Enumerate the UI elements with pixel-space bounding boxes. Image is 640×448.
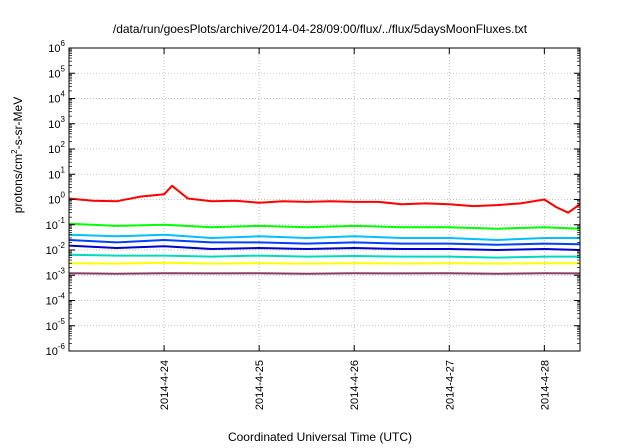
- series-line-4: [68, 239, 581, 246]
- y-tick-label: 105: [48, 64, 65, 80]
- series-line-2: [68, 222, 581, 230]
- grid: [69, 48, 580, 351]
- y-tick-label: 106: [48, 39, 65, 55]
- x-tick-label: 2014-4-25: [254, 360, 266, 410]
- series-line-5: [68, 244, 581, 251]
- series-lines: [68, 184, 581, 275]
- x-axis-label: Coordinated Universal Time (UTC): [227, 430, 413, 444]
- y-tick-label: 100: [48, 191, 65, 207]
- y-tick-label: 104: [48, 90, 65, 106]
- x-tick-label: 2014-4-26: [349, 360, 361, 410]
- y-tick-label: 10-3: [46, 266, 66, 282]
- y-tick-label: 10-4: [46, 292, 66, 308]
- y-axis-label-text: protons/cm2-s-sr-MeV: [10, 96, 25, 214]
- plot-frame: [68, 47, 581, 352]
- series-line-1: [68, 184, 581, 214]
- y-tick-label: 10-1: [46, 216, 66, 232]
- y-tick-label: 10-5: [46, 317, 66, 333]
- y-tick-label: 101: [48, 165, 65, 181]
- series-line-6: [68, 253, 580, 259]
- y-tick-label: 103: [48, 115, 65, 131]
- y-tick-label: 102: [48, 140, 65, 156]
- x-tick-label: 2014-4-28: [539, 360, 551, 410]
- x-tick-labels: 2014-4-24 2014-4-25 2014-4-26 2014-4-27 2014…: [159, 360, 551, 410]
- y-tick-label: 10-2: [46, 241, 66, 257]
- series-line-7: [68, 261, 580, 265]
- series-line-3: [68, 233, 580, 241]
- x-tick-label: 2014-4-27: [444, 360, 456, 410]
- y-tick-label: 10-6: [46, 342, 66, 358]
- chart-title: /data/run/goesPlots/archive/2014-04-28/0…: [112, 22, 528, 36]
- y-tick-labels: 10-6 10-5 10-4 10-3 10-2 10-1 100 101 102 103 104 1…: [46, 39, 66, 358]
- x-tick-label: 2014-4-24: [159, 360, 171, 410]
